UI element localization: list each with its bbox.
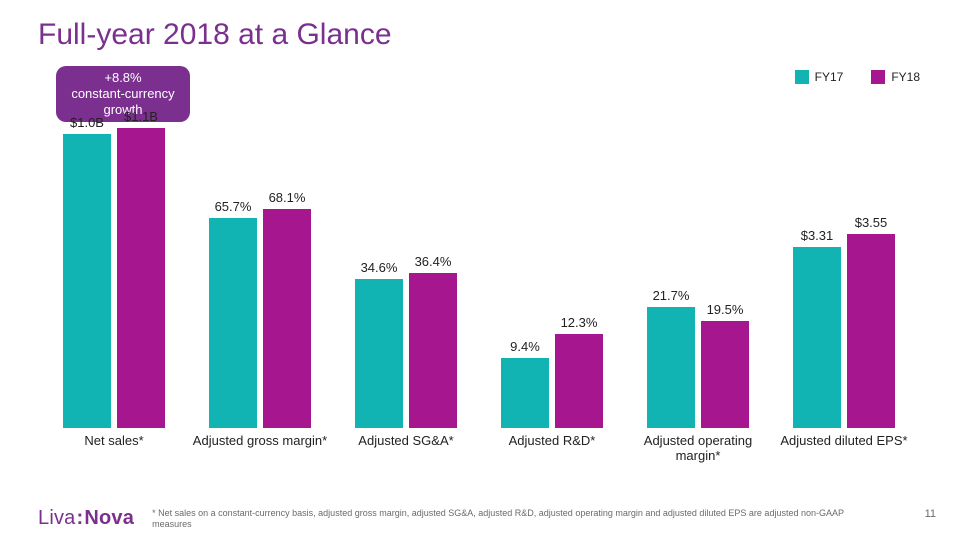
slide-title: Full-year 2018 at a Glance [38,18,392,52]
bar-fy18: $3.55 [847,215,895,428]
x-axis-label: Adjusted SG&A* [335,434,477,449]
slide-footer: Liva:Nova * Net sales on a constant-curr… [38,507,938,530]
bar [701,321,749,428]
bar-fy18: 68.1% [263,190,311,428]
logo-nova: Nova [84,507,134,529]
bar-group: 21.7% 19.5% [647,288,749,428]
bar-fy17: 21.7% [647,288,695,428]
brand-logo: Liva:Nova [38,507,134,530]
logo-divider-icon: : [77,507,84,530]
footnote-text: * Net sales on a constant-currency basis… [152,508,852,530]
bar-group: $3.31 $3.55 [793,215,895,428]
bar-value-label: 34.6% [361,260,398,275]
bar-fy18: 36.4% [409,254,457,428]
bar-value-label: 21.7% [653,288,690,303]
bar [355,279,403,428]
bar [117,128,165,428]
bar-fy17: $1.0B [63,115,111,428]
legend-label: FY17 [815,70,844,84]
bar [793,247,841,428]
legend-swatch [871,70,885,84]
bar-value-label: 19.5% [707,302,744,317]
chart-plot-area: $1.0B$1.1B65.7%68.1%34.6%36.4%9.4%12.3%2… [38,128,920,428]
bar-value-label: 65.7% [215,199,252,214]
bar-fy17: $3.31 [793,228,841,428]
bar [209,218,257,428]
chart-x-axis: Net sales* Adjusted gross margin* Adjusted… [38,428,920,468]
x-axis-label: Adjusted operating margin* [627,434,769,464]
bar-value-label: 12.3% [561,315,598,330]
page-number: 11 [925,508,936,520]
logo-liva: Liva [38,507,76,529]
bar-chart: $1.0B$1.1B65.7%68.1%34.6%36.4%9.4%12.3%2… [38,128,920,458]
bar-group: $1.0B $1.1B [63,109,165,428]
bar-value-label: 68.1% [269,190,306,205]
bar-value-label: $3.31 [801,228,834,243]
legend-label: FY18 [891,70,920,84]
slide: Full-year 2018 at a Glance +8.8% constan… [0,0,958,540]
legend-item-fy17: FY17 [795,70,844,84]
bar-fy17: 34.6% [355,260,403,428]
bar [63,134,111,428]
bar-fy18: $1.1B [117,109,165,428]
bar-fy18: 12.3% [555,315,603,428]
bar [647,307,695,428]
bar-group: 34.6% 36.4% [355,254,457,428]
bar-value-label: 36.4% [415,254,452,269]
bar-group: 9.4% 12.3% [501,315,603,428]
x-axis-label: Net sales* [43,434,185,449]
x-axis-label: Adjusted gross margin* [189,434,331,449]
bar-fy18: 19.5% [701,302,749,428]
x-axis-label: Adjusted R&D* [481,434,623,449]
bar-value-label: 9.4% [510,339,540,354]
bar-group: 65.7% 68.1% [209,190,311,428]
bar-value-label: $1.1B [124,109,158,124]
legend-item-fy18: FY18 [871,70,920,84]
bar [501,358,549,428]
bar [555,334,603,428]
bar-fy17: 65.7% [209,199,257,428]
bar [409,273,457,428]
bar-value-label: $1.0B [70,115,104,130]
legend-swatch [795,70,809,84]
bar-fy17: 9.4% [501,339,549,428]
legend: FY17 FY18 [795,70,920,84]
x-axis-label: Adjusted diluted EPS* [773,434,915,449]
bar-value-label: $3.55 [855,215,888,230]
bar [847,234,895,428]
bar [263,209,311,428]
